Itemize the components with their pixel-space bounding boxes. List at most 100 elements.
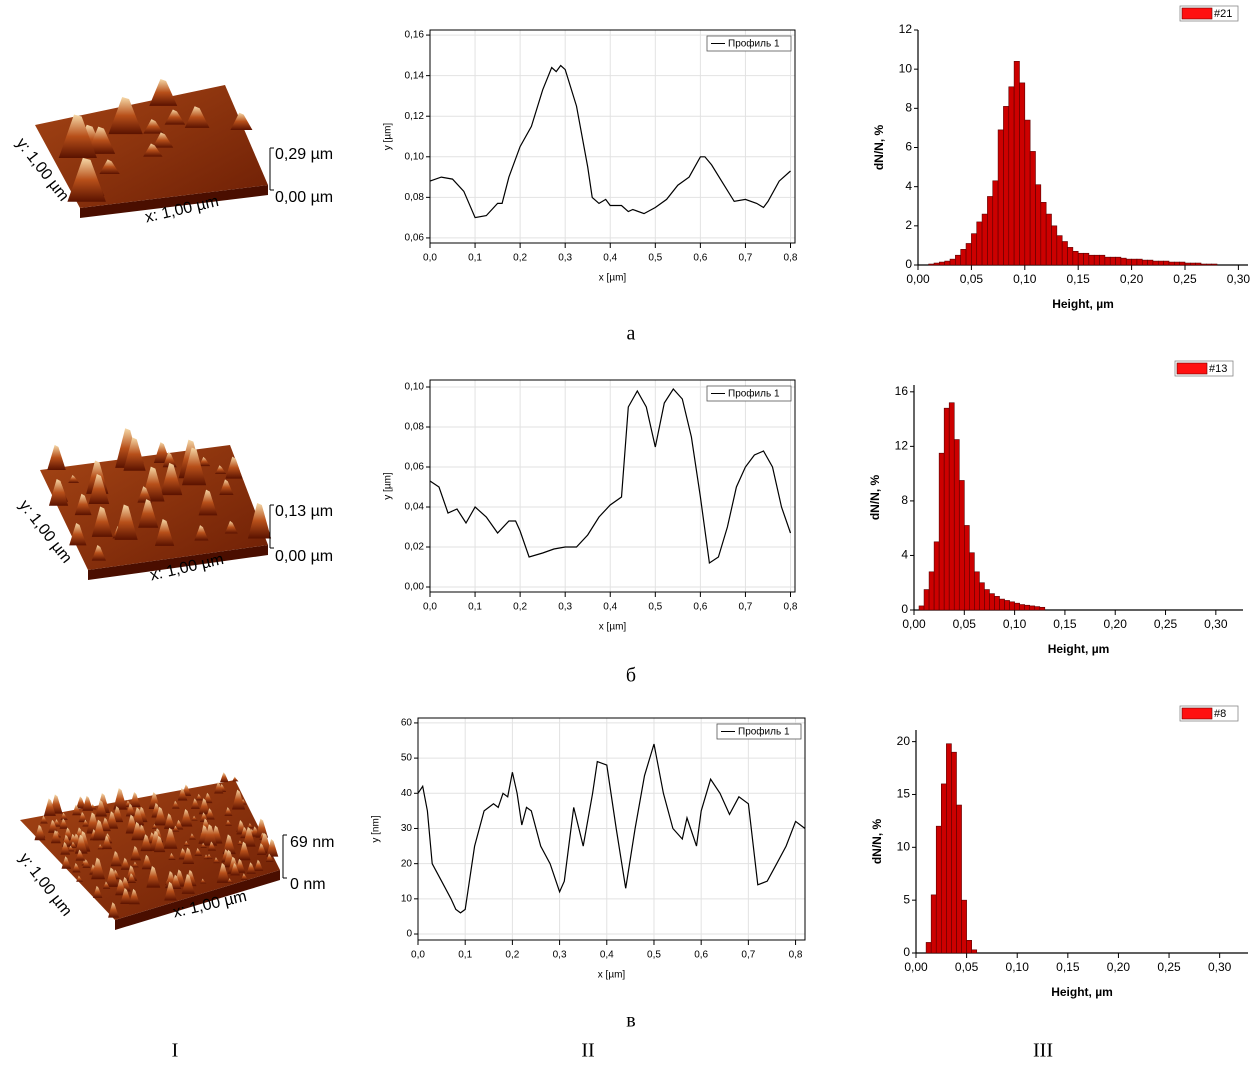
x-tick-label: 0,15 [1056,960,1080,974]
surface-peak [48,819,59,833]
x-tick-label: 0,0 [411,950,425,961]
x-tick-label: 0,3 [553,950,567,961]
histogram-bar [971,233,978,266]
surface-peak [95,800,108,817]
histogram-bar [1035,184,1042,266]
surface-peak [152,132,174,148]
surface-peak [247,823,254,829]
surface-peak [43,798,56,816]
x-tick-label: 0,5 [648,253,662,264]
x-tick-label: 0,2 [513,602,527,613]
surface-peak [123,437,146,471]
y-tick-label: 0,10 [405,151,425,162]
surface-peak [200,842,207,848]
surface-peak [220,772,229,783]
surface-peak [143,119,164,134]
surface-peak [92,885,103,898]
surface-peak [149,78,178,106]
y-tick-label: 0,14 [405,70,425,81]
y-tick-label: 0 [406,929,412,940]
y-tick-label: 0,06 [405,233,425,244]
surface-peak [182,447,207,486]
histogram-bar [1141,259,1148,266]
histogram-bar [974,571,980,611]
surface-peak [172,825,180,832]
surface-peak [164,109,186,125]
y-tick-label: 5 [903,892,910,906]
histogram-bar [951,751,957,954]
x-tick-label: 0,7 [738,253,752,264]
legend-swatch [1176,362,1208,375]
y-tick-label: 0 [901,602,908,616]
surface-peak [194,848,203,856]
surface-peak [70,841,77,848]
y-axis-label: dN/N, % [870,819,884,865]
surface-peak [194,525,209,541]
y-tick-label: 0 [905,257,912,271]
x-tick-label: 0,7 [738,602,752,613]
surface-peak [231,789,246,810]
surface-peak [53,819,61,827]
surface-peak [154,806,167,826]
histogram-bar [971,949,978,954]
histogram-bar [969,552,975,611]
surface-peak [257,843,267,855]
column-label: III [1033,1040,1053,1062]
y-tick-label: 16 [895,384,909,398]
surface-peak [254,859,264,871]
surface-peak [60,812,68,820]
surface-peak [255,818,269,838]
surface-peak [114,504,138,540]
histogram-bar [1040,202,1047,266]
x-tick-label: 0,05 [960,272,984,286]
surface-peak [207,841,217,851]
surface-peak [82,859,91,868]
surface-peak [164,881,177,901]
z-top-label: 0,29 µm [275,146,333,163]
x-tick-label: 0,05 [953,617,977,631]
x-tick-label: 0,00 [906,272,930,286]
surface-peak [224,807,233,816]
y-tick-label: 0,08 [405,192,425,203]
x-tick-label: 0,6 [693,253,707,264]
legend-swatch [1181,707,1213,720]
surface-peak [108,97,143,135]
histogram-bar [1045,213,1052,266]
x-tick-label: 0,20 [1107,960,1131,974]
x-tick-label: 0,10 [1003,617,1027,631]
surface-peak [232,776,239,782]
surface-peak [168,853,176,861]
z-top-label: 0,13 µm [275,503,333,520]
surface-peak [99,159,120,175]
x-tick-label: 0,25 [1154,617,1178,631]
surface-peak [50,830,61,844]
surface-peak [162,452,177,468]
surface-peak [191,815,198,821]
histogram-bar [1088,254,1095,266]
histogram-bar [933,262,940,266]
histogram-bar [1083,252,1090,266]
surface-peak [230,863,240,876]
surface-peak [106,811,119,829]
x-tick-label: 0,2 [505,950,519,961]
surface-peak [105,867,119,887]
legend-label: #13 [1209,363,1227,375]
x-tick-label: 0,2 [513,253,527,264]
x-tick-label: 0,10 [1006,960,1030,974]
surface-peak [72,863,81,873]
histogram-bar [1174,261,1180,266]
surface-peak [265,853,274,862]
z-bottom-label: 0,00 µm [275,189,333,206]
surface-peak [129,792,141,808]
x-tick-label: 0,4 [600,950,614,961]
y-tick-label: 0,08 [405,422,425,433]
surface-peak [200,878,207,884]
surface-peak [125,803,136,817]
histogram-bar [989,593,995,611]
histogram-bar [956,804,962,954]
surface-peak [199,812,209,822]
histogram-bar [992,180,999,266]
x-tick-label: 0,7 [741,950,755,961]
histogram-bar [1003,106,1010,266]
y-tick-label: 0,16 [405,30,425,41]
